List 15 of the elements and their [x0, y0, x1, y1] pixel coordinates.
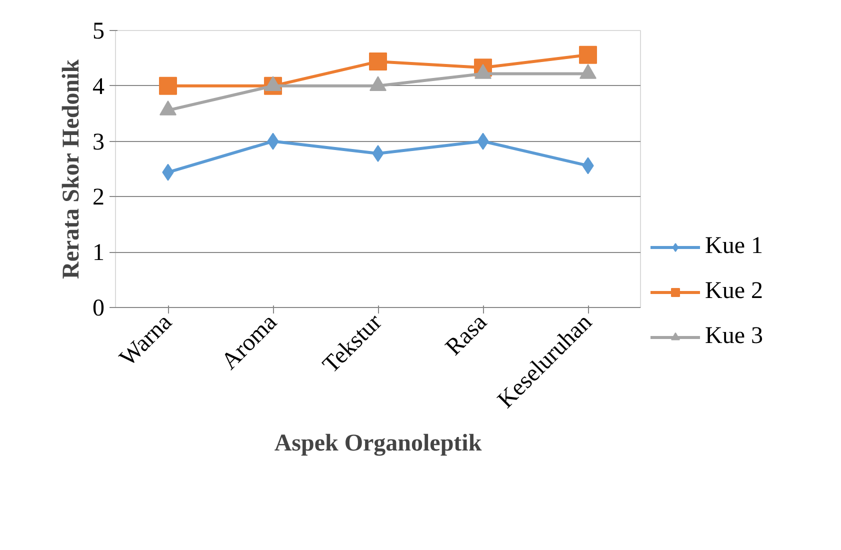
y-tick-label: 0 [92, 296, 104, 322]
point [579, 46, 597, 64]
point [159, 76, 177, 95]
x-tick-label: Rasa [440, 309, 492, 361]
y-tick-label: 3 [92, 129, 104, 156]
y-axis-title: Rerata Skor Hedonik [58, 58, 84, 280]
legend-label: Kue 2 [705, 278, 763, 305]
point [369, 52, 387, 71]
legend-label: Kue 3 [705, 323, 763, 350]
y-tick-label: 4 [92, 74, 104, 100]
legend-label: Kue 1 [705, 233, 763, 260]
x-axis-title: Aspek Organoleptik [274, 430, 482, 457]
y-tick-label: 1 [92, 240, 104, 266]
y-tick-label: 2 [92, 184, 104, 211]
y-tick-label: 5 [92, 18, 104, 44]
